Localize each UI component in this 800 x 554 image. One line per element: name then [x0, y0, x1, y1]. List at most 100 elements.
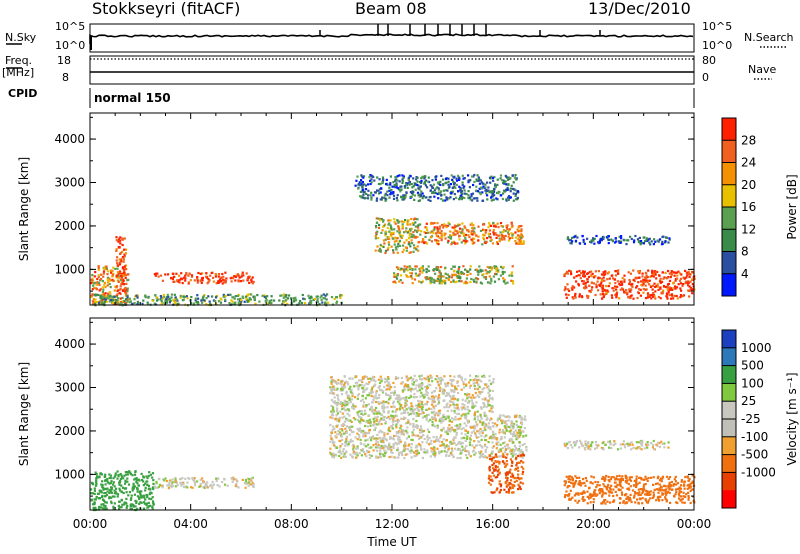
data-cell [489, 426, 492, 429]
data-cell [472, 278, 475, 281]
data-cell [437, 399, 440, 402]
data-cell [514, 240, 517, 243]
data-cell [101, 483, 104, 487]
data-cell [570, 272, 573, 275]
data-cell [593, 242, 596, 245]
data-cell [397, 456, 400, 459]
data-cell [493, 422, 497, 425]
data-cell [479, 406, 483, 409]
data-cell [344, 386, 347, 389]
data-cell [460, 190, 463, 193]
data-cell [500, 238, 504, 241]
data-cell [154, 274, 157, 277]
data-cell [463, 189, 466, 192]
data-cell [495, 269, 498, 273]
data-cell [223, 278, 226, 282]
data-cell [411, 411, 414, 414]
data-cell [327, 301, 330, 304]
data-cell [165, 301, 168, 304]
data-cell [429, 199, 432, 202]
data-cell [223, 477, 226, 481]
data-cell [390, 188, 393, 192]
data-cell [574, 294, 577, 297]
data-cell [666, 285, 669, 288]
data-cell [422, 239, 425, 242]
data-cell [375, 440, 378, 443]
data-cell [463, 436, 466, 440]
data-cell [488, 235, 491, 238]
data-cell [679, 277, 682, 280]
data-cell [112, 279, 115, 283]
data-cell [106, 276, 109, 279]
data-cell [162, 293, 165, 297]
data-cell [506, 188, 509, 191]
data-cell [593, 237, 596, 240]
data-cell [161, 486, 164, 489]
data-cell [654, 273, 657, 276]
data-cell [331, 406, 335, 409]
data-cell [346, 396, 350, 400]
data-cell [467, 197, 470, 200]
data-cell [435, 411, 438, 414]
data-cell [500, 225, 503, 228]
data-cell [639, 294, 642, 297]
data-cell [515, 438, 518, 441]
data-cell [495, 236, 498, 239]
data-cell [577, 282, 580, 286]
data-cell [354, 405, 357, 408]
data-cell [422, 194, 425, 198]
data-cell [387, 410, 390, 413]
data-cell [270, 299, 273, 302]
data-cell [106, 273, 109, 276]
data-cell [629, 290, 632, 293]
data-cell [497, 455, 500, 458]
data-cell [394, 179, 397, 182]
data-cell [386, 237, 389, 240]
data-cell [243, 482, 246, 485]
data-cell [411, 221, 414, 225]
data-cell [391, 420, 394, 423]
data-cell [457, 427, 460, 430]
data-cell [641, 241, 644, 245]
data-cell [618, 297, 621, 300]
data-cell [406, 432, 409, 435]
data-cell [447, 278, 450, 281]
data-cell [224, 281, 227, 284]
data-cell [403, 449, 406, 452]
data-cell [491, 193, 494, 196]
data-cell [376, 441, 379, 444]
data-cell [343, 420, 346, 423]
data-cell [361, 185, 364, 188]
data-cell [425, 271, 428, 274]
data-cell [103, 499, 106, 502]
data-cell [247, 484, 250, 487]
data-cell [141, 496, 144, 499]
data-cell [148, 493, 151, 496]
data-cell [462, 383, 465, 386]
data-cell [93, 286, 96, 290]
data-cell [145, 475, 148, 478]
data-cell [440, 282, 443, 285]
data-cell [476, 278, 480, 281]
data-cell [485, 405, 488, 408]
data-cell [384, 422, 387, 425]
data-cell [508, 274, 511, 277]
data-cell [434, 272, 437, 275]
data-cell [427, 420, 430, 423]
data-cell [384, 438, 387, 441]
data-cell [482, 429, 485, 432]
data-cell [458, 223, 461, 226]
data-cell [407, 243, 410, 246]
data-cell [122, 260, 125, 263]
data-cell [406, 426, 409, 429]
data-cell [479, 391, 482, 394]
data-cell [218, 485, 221, 488]
data-cell [433, 440, 436, 443]
data-cell [473, 227, 476, 230]
data-cell [495, 437, 498, 441]
data-cell [180, 272, 183, 275]
data-cell [333, 387, 336, 390]
data-cell [344, 440, 348, 443]
data-cell [432, 405, 435, 408]
data-cell [434, 238, 437, 242]
